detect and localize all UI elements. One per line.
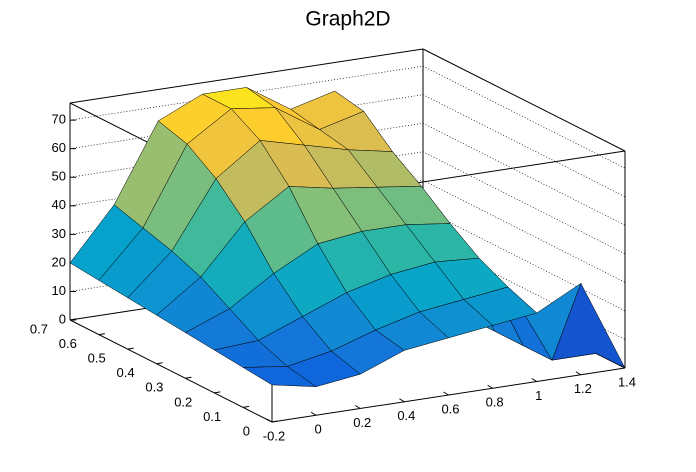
tick-mark [243, 405, 250, 408]
tick-mark [310, 411, 317, 416]
tick-mark [271, 420, 279, 423]
tick-mark [214, 391, 221, 394]
tick-mark [487, 384, 493, 389]
x-tick-label: 0.2 [353, 415, 371, 430]
x-tick-label: 1 [535, 388, 542, 403]
y-tick-label: 0.2 [174, 394, 192, 409]
tick-mark [98, 333, 105, 336]
x-tick-label: 0 [315, 422, 322, 437]
tick-mark [443, 391, 449, 396]
z-tick-label: 60 [52, 140, 66, 155]
frame-line [422, 48, 626, 152]
z-tick-label: 40 [52, 197, 66, 212]
y-tick-label: 0.1 [203, 409, 221, 424]
y-tick-label: 0.7 [30, 321, 48, 336]
x-tick-label: -0.2 [263, 428, 285, 443]
z-tick-label: 10 [52, 283, 66, 298]
tick-mark [127, 347, 134, 350]
tick-mark [156, 362, 163, 365]
tick-mark [399, 398, 405, 403]
z-tick-label: 50 [52, 169, 66, 184]
y-tick-label: 0 [243, 423, 250, 438]
tick-mark [531, 378, 538, 382]
surface-cell [242, 366, 317, 387]
tick-mark [266, 418, 273, 423]
tick-mark [619, 364, 626, 369]
z-tick-label: 20 [52, 254, 66, 269]
y-axis [69, 319, 273, 423]
y-tick-label: 0.4 [116, 365, 134, 380]
chart-title: Graph2D [305, 8, 390, 31]
tick-mark [185, 376, 192, 379]
tick-mark [69, 318, 77, 321]
x-tick-label: 0.6 [441, 401, 459, 416]
x-tick-label: 0.8 [486, 395, 504, 410]
tick-mark [354, 405, 361, 409]
x-tick-label: 1.4 [618, 374, 636, 389]
z-tick-label: 0 [59, 311, 66, 326]
z-tick-label: 70 [52, 112, 66, 127]
tick-mark [575, 371, 582, 376]
z-tick-label: 30 [52, 226, 66, 241]
y-tick-label: 0.6 [59, 336, 77, 351]
frame-line [69, 48, 424, 104]
x-tick-label: 1.2 [574, 381, 592, 396]
y-tick-label: 0.3 [145, 380, 163, 395]
x-tick-label: 0.4 [397, 408, 415, 423]
y-tick-label: 0.5 [88, 351, 106, 366]
